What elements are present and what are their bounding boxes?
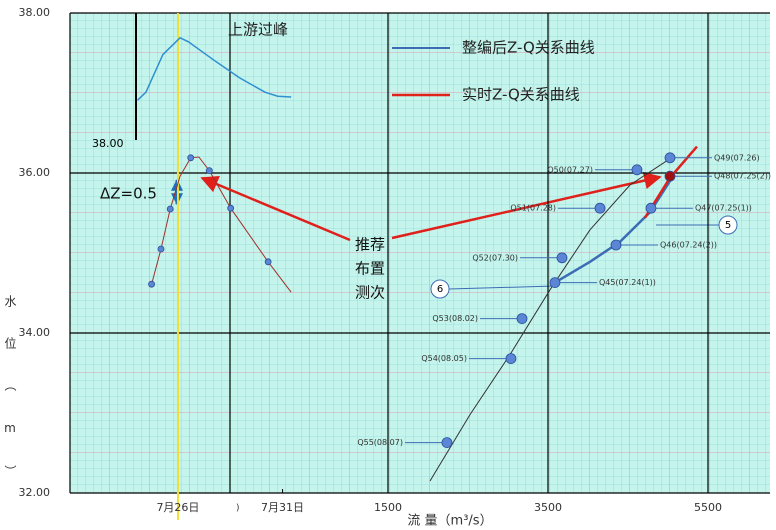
x-axis-label: 流 量（m³/s） — [407, 514, 492, 529]
series-line — [429, 154, 676, 482]
point-label: Q46(07.24(2)) — [660, 241, 717, 250]
data-point — [166, 205, 174, 213]
callout-circle — [718, 215, 738, 235]
data-point — [610, 239, 622, 251]
data-point — [441, 437, 453, 449]
arrow — [391, 171, 662, 240]
x-tick-label: 5500 — [694, 501, 722, 514]
x-tick-label: 1500 — [374, 501, 402, 514]
data-point — [264, 258, 272, 266]
data-point — [631, 164, 643, 176]
mid-grid — [70, 13, 770, 493]
data-point — [664, 170, 676, 182]
data-point — [157, 245, 165, 253]
y-tick-label: 32.00 — [19, 486, 51, 499]
x-tick-label: 3500 — [534, 501, 562, 514]
point-label: Q55(08.07) — [357, 438, 403, 447]
annotation: ) — [236, 504, 240, 514]
leader-line — [448, 285, 556, 290]
point-label: Q45(07.24(1)) — [599, 278, 656, 287]
point-label: Q47(07.25(1)) — [695, 204, 752, 213]
data-point — [645, 202, 657, 214]
data-point — [187, 154, 195, 162]
arrow — [200, 176, 351, 242]
delta-label: ΔZ=0.5 — [100, 185, 157, 203]
point-label: Q52(07.30) — [472, 253, 518, 262]
data-point — [664, 152, 676, 164]
annotation: 测次 — [355, 284, 385, 302]
data-point — [594, 202, 606, 214]
point-label: Q48(07.25(2)) — [714, 172, 771, 181]
point-label: Q51(07.28) — [510, 204, 556, 213]
data-point — [549, 277, 561, 289]
x-tick-label: 7月31日 — [261, 501, 304, 514]
data-point — [516, 313, 528, 325]
point-label: Q50(07.27) — [547, 165, 593, 174]
annotation: 推荐 — [355, 236, 385, 254]
point-label: Q49(07.26) — [714, 153, 760, 162]
data-point — [148, 280, 155, 288]
x-tick-label: 7月26日 — [156, 501, 199, 514]
callout-label: 5 — [725, 220, 731, 231]
data-point — [227, 204, 235, 212]
point-label: Q53(08.02) — [432, 314, 478, 323]
point-label: Q54(08.05) — [421, 354, 467, 363]
data-point — [205, 167, 213, 175]
callout-label: 6 — [437, 284, 443, 295]
frame-line — [69, 13, 231, 493]
y-tick-label: 38.00 — [19, 6, 51, 19]
data-point — [556, 252, 568, 264]
y-tick-label: 34.00 — [19, 326, 51, 339]
annotation: 布置 — [355, 260, 385, 278]
callout-circle — [430, 279, 450, 299]
series-annotation: 上游过峰 — [228, 21, 288, 39]
data-point — [505, 353, 517, 365]
y-axis-label: 水位（m） — [3, 295, 17, 507]
series-line — [137, 36, 292, 101]
legend-label: 实时Z-Q关系曲线 — [462, 86, 580, 104]
legend-label: 整编后Z-Q关系曲线 — [462, 39, 595, 57]
annotation: 38.00 — [92, 137, 124, 150]
y-tick-label: 36.00 — [19, 166, 51, 179]
